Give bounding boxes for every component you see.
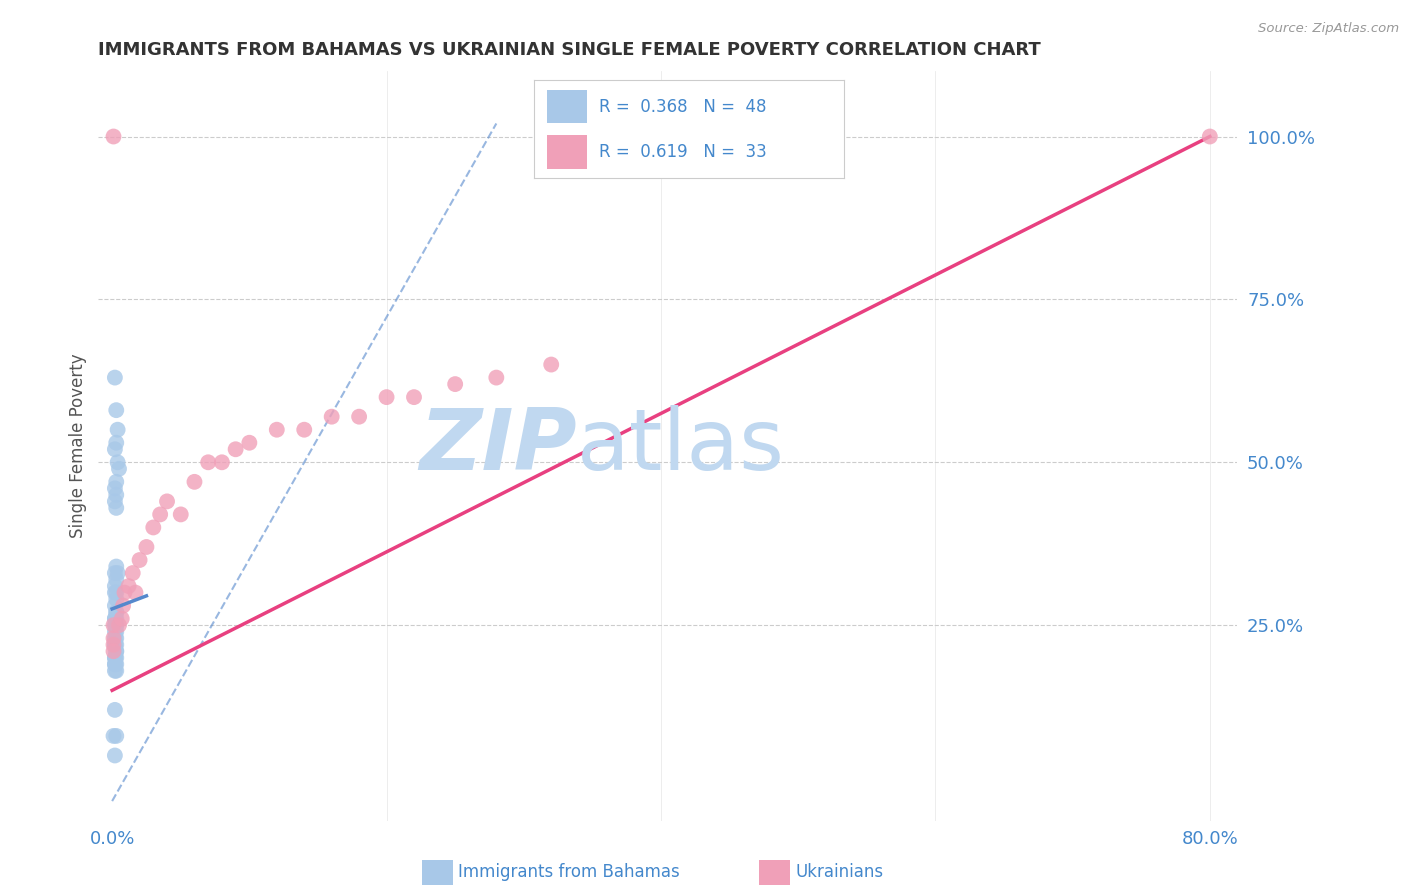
Y-axis label: Single Female Poverty: Single Female Poverty bbox=[69, 354, 87, 538]
Point bbox=[104, 370, 127, 384]
Text: Immigrants from Bahamas: Immigrants from Bahamas bbox=[458, 863, 681, 881]
Point bbox=[105, 435, 128, 450]
Point bbox=[211, 455, 233, 469]
Point bbox=[105, 592, 128, 607]
Text: atlas: atlas bbox=[576, 404, 785, 488]
Point bbox=[105, 403, 128, 417]
Point bbox=[105, 618, 128, 632]
Point bbox=[485, 370, 508, 384]
Point bbox=[135, 540, 157, 554]
FancyBboxPatch shape bbox=[547, 90, 586, 123]
Point bbox=[105, 500, 128, 515]
Point bbox=[107, 566, 129, 580]
Point bbox=[104, 612, 127, 626]
Point bbox=[112, 599, 135, 613]
Point bbox=[402, 390, 425, 404]
Point bbox=[1198, 129, 1220, 144]
Point bbox=[121, 566, 143, 580]
Point bbox=[105, 638, 128, 652]
Point bbox=[124, 585, 146, 599]
Text: R =  0.619   N =  33: R = 0.619 N = 33 bbox=[599, 143, 768, 161]
Point bbox=[170, 508, 193, 522]
Point bbox=[105, 475, 128, 489]
Point bbox=[104, 585, 127, 599]
Point bbox=[104, 579, 127, 593]
Point bbox=[156, 494, 179, 508]
Point bbox=[321, 409, 343, 424]
Point bbox=[105, 644, 128, 658]
Point bbox=[103, 631, 125, 645]
Point bbox=[104, 566, 127, 580]
Point bbox=[105, 644, 128, 658]
Point bbox=[347, 409, 370, 424]
Point bbox=[108, 618, 131, 632]
FancyBboxPatch shape bbox=[547, 136, 586, 169]
Point bbox=[105, 585, 128, 599]
Point bbox=[105, 612, 128, 626]
Text: Source: ZipAtlas.com: Source: ZipAtlas.com bbox=[1258, 22, 1399, 36]
Point bbox=[375, 390, 398, 404]
Point bbox=[104, 650, 127, 665]
Point bbox=[114, 585, 136, 599]
Point bbox=[105, 573, 128, 587]
Point bbox=[103, 618, 125, 632]
Point bbox=[142, 520, 165, 534]
Point bbox=[105, 559, 128, 574]
Point bbox=[108, 462, 131, 476]
Point bbox=[104, 638, 127, 652]
Point bbox=[105, 618, 128, 632]
Point bbox=[107, 455, 129, 469]
Point bbox=[104, 481, 127, 495]
Point bbox=[104, 638, 127, 652]
Point bbox=[105, 488, 128, 502]
Point bbox=[266, 423, 288, 437]
Point bbox=[104, 664, 127, 678]
Point bbox=[104, 612, 127, 626]
Point bbox=[117, 579, 139, 593]
Point bbox=[105, 605, 128, 619]
Point bbox=[104, 650, 127, 665]
Point bbox=[105, 657, 128, 672]
Point bbox=[225, 442, 247, 457]
Text: Ukrainians: Ukrainians bbox=[796, 863, 884, 881]
Point bbox=[128, 553, 150, 567]
Point bbox=[103, 644, 125, 658]
Point bbox=[111, 612, 134, 626]
Point bbox=[107, 423, 129, 437]
Point bbox=[105, 729, 128, 743]
Text: ZIP: ZIP bbox=[419, 404, 576, 488]
Text: IMMIGRANTS FROM BAHAMAS VS UKRAINIAN SINGLE FEMALE POVERTY CORRELATION CHART: IMMIGRANTS FROM BAHAMAS VS UKRAINIAN SIN… bbox=[98, 41, 1042, 59]
Point bbox=[105, 624, 128, 639]
Point bbox=[105, 664, 128, 678]
Point bbox=[104, 442, 127, 457]
Point bbox=[104, 624, 127, 639]
Point bbox=[104, 657, 127, 672]
Text: R =  0.368   N =  48: R = 0.368 N = 48 bbox=[599, 98, 766, 116]
Point bbox=[292, 423, 315, 437]
Point bbox=[103, 638, 125, 652]
Point bbox=[238, 435, 260, 450]
Point bbox=[103, 129, 125, 144]
Point bbox=[104, 748, 127, 763]
Point bbox=[540, 358, 562, 372]
Point bbox=[105, 631, 128, 645]
Point bbox=[444, 377, 467, 392]
Point bbox=[183, 475, 205, 489]
Point bbox=[105, 605, 128, 619]
Point bbox=[104, 599, 127, 613]
Point bbox=[197, 455, 219, 469]
Point bbox=[103, 729, 125, 743]
Point bbox=[104, 618, 127, 632]
Point bbox=[104, 631, 127, 645]
Point bbox=[104, 494, 127, 508]
Point bbox=[104, 703, 127, 717]
Point bbox=[105, 650, 128, 665]
Point bbox=[104, 657, 127, 672]
Point bbox=[149, 508, 172, 522]
